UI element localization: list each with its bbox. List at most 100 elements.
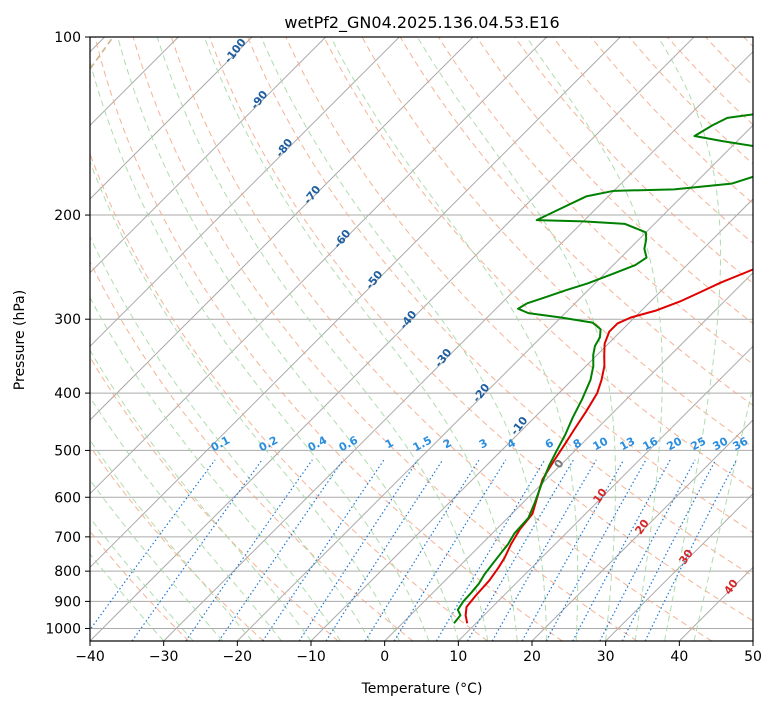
mixing-ratio-label: 6 xyxy=(543,436,556,451)
dewpoint-profile-line xyxy=(453,113,753,624)
y-axis-title: Pressure (hPa) xyxy=(12,290,28,390)
mixing-ratio-label: 16 xyxy=(641,434,661,453)
x-tick-label: 30 xyxy=(597,649,615,665)
moist-adiabat-line xyxy=(90,439,253,641)
dry-adiabat-line xyxy=(323,37,753,491)
dry-adiabat-line xyxy=(90,356,339,641)
x-tick-label: 0 xyxy=(380,649,389,665)
moist-adiabat-line xyxy=(693,384,753,641)
mixing-ratio-label: 30 xyxy=(711,434,731,453)
y-tick-label: 1000 xyxy=(45,621,81,637)
dry-adiabat-line xyxy=(399,37,753,407)
moist-adiabat-line xyxy=(156,37,489,641)
moist-adiabat-line xyxy=(203,37,518,641)
isotherm-line xyxy=(90,37,474,421)
temperature-profile-line xyxy=(464,268,753,624)
y-tick-label: 200 xyxy=(54,208,81,224)
isotherm-line xyxy=(163,50,753,641)
moist-adiabat-line xyxy=(90,160,400,641)
isotherm-line xyxy=(531,419,753,641)
dry-adiabat-label: -20 xyxy=(470,381,493,405)
mixing-ratio-label: 10 xyxy=(591,434,611,453)
dry-adiabat-line xyxy=(705,37,753,87)
mixing-ratio-line xyxy=(393,459,507,641)
dry-adiabat-label: -100 xyxy=(222,36,249,66)
mixing-ratio-label: 20 xyxy=(665,434,685,453)
mixing-ratio-label: 25 xyxy=(689,435,709,454)
dry-adiabat-line xyxy=(514,37,753,284)
dry-adiabat-line xyxy=(209,37,753,622)
dry-adiabat-line xyxy=(90,445,264,641)
dry-adiabat-line xyxy=(552,37,753,244)
moist-adiabat-line xyxy=(657,37,722,641)
mixing-ratio-label: 0.6 xyxy=(337,433,361,454)
isotherm-line xyxy=(90,37,400,348)
moist-adiabat-line xyxy=(260,37,548,641)
dry-adiabat-label: -40 xyxy=(397,308,420,332)
x-tick-label: −10 xyxy=(296,649,326,665)
moist-adiabat-label: 0 xyxy=(552,457,567,471)
isotherm-line xyxy=(90,37,548,495)
mixing-ratio-line xyxy=(262,459,385,641)
mixing-ratio-line xyxy=(435,459,546,641)
y-tick-label: 400 xyxy=(54,386,81,402)
moist-adiabat-line xyxy=(525,37,663,641)
x-tick-label: −30 xyxy=(149,649,179,665)
moist-adiabat-line xyxy=(117,37,459,641)
mixing-ratio-line xyxy=(521,459,625,641)
moist-adiabat-label: 30 xyxy=(676,547,696,567)
mixing-ratio-line xyxy=(90,459,216,631)
x-tick-label: 20 xyxy=(523,649,541,665)
moist-adiabat-line xyxy=(90,517,194,641)
isotherm-line xyxy=(752,640,753,641)
mixing-ratio-label: 3 xyxy=(477,436,490,451)
moist-adiabat-label: 40 xyxy=(721,577,741,597)
x-tick-label: −40 xyxy=(75,649,105,665)
y-tick-label: 500 xyxy=(54,443,81,459)
x-tick-label: 40 xyxy=(670,649,688,665)
dry-adiabat-label: -80 xyxy=(273,136,296,160)
dry-adiabat-line xyxy=(476,37,753,325)
mixing-ratio-line xyxy=(491,459,597,641)
x-tick-label: 50 xyxy=(744,649,762,665)
mixing-ratio-line xyxy=(364,459,480,641)
mixing-ratio-line xyxy=(621,459,717,641)
mixing-ratio-line xyxy=(644,459,738,641)
dry-adiabat-line xyxy=(90,260,414,641)
dry-adiabat-line xyxy=(628,37,753,165)
isotherm-line xyxy=(678,566,753,641)
chart-title: wetPf2_GN04.2025.136.04.53.E16 xyxy=(284,13,559,33)
dry-adiabat-line xyxy=(90,530,190,641)
moist-adiabat-line xyxy=(90,296,341,641)
dry-adiabat-line xyxy=(170,37,712,641)
moist-adiabat-line xyxy=(90,479,223,641)
dry-adiabat-label: -70 xyxy=(301,183,324,207)
mixing-ratio-line xyxy=(298,459,419,641)
isotherm-line xyxy=(90,37,621,569)
isotherm-line xyxy=(90,37,695,641)
x-tick-label: −20 xyxy=(223,649,253,665)
dry-adiabat-line xyxy=(94,37,563,641)
dry-adiabat-line xyxy=(132,37,638,641)
mixing-ratio-label: 1.5 xyxy=(411,434,434,455)
dry-adiabat-label: -60 xyxy=(331,227,354,251)
dry-adiabat-line xyxy=(743,37,753,48)
mixing-ratio-label: 13 xyxy=(618,435,638,454)
isotherm-line xyxy=(605,492,753,641)
plot-frame xyxy=(89,36,754,642)
dry-adiabat-line xyxy=(361,37,753,448)
isotherm-line xyxy=(90,37,327,274)
y-tick-label: 900 xyxy=(54,594,81,610)
dry-adiabat-label: -90 xyxy=(248,88,271,112)
mixing-ratio-line xyxy=(545,459,647,641)
isotherm-line xyxy=(236,124,753,641)
y-tick-label: 100 xyxy=(54,30,81,46)
moist-adiabat-line xyxy=(90,59,430,641)
moist-adiabat-label: 10 xyxy=(590,486,610,506)
isotherm-line xyxy=(384,271,753,641)
moist-adiabat-label: 20 xyxy=(632,517,652,537)
y-tick-label: 600 xyxy=(54,490,81,506)
dry-adiabat-label: -10 xyxy=(508,414,531,438)
